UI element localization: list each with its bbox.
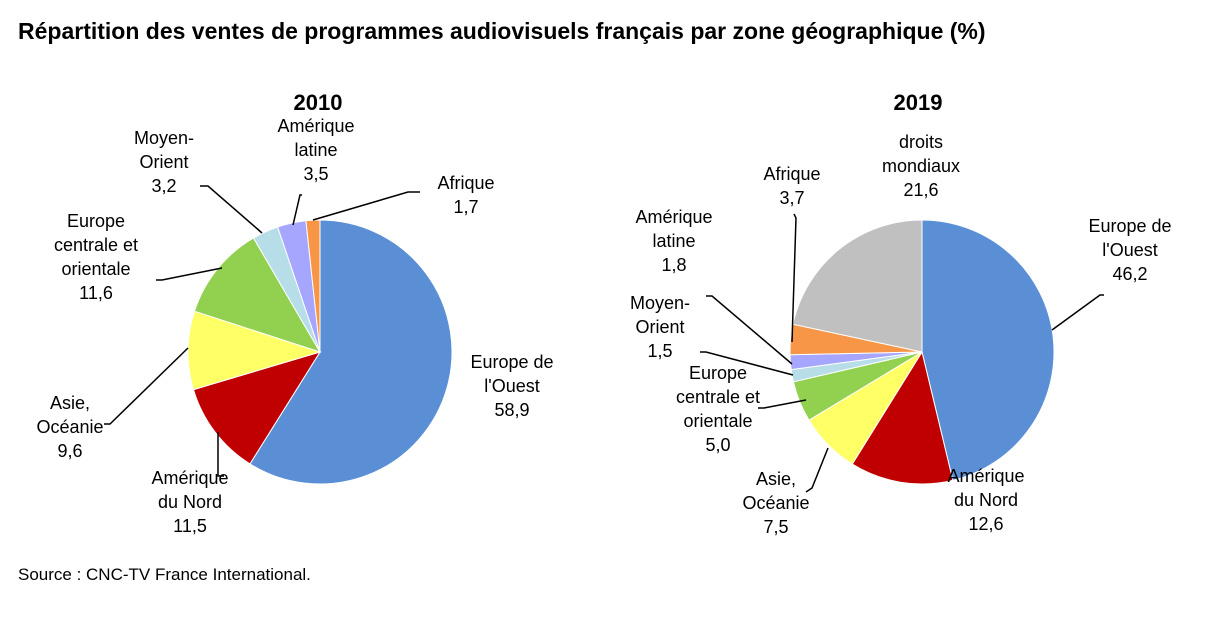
leader-line <box>292 194 302 226</box>
pie-slice-europe-de-l-ouest <box>921 219 1055 481</box>
pie-slice-droits-mondiaux <box>792 219 923 353</box>
data-label: Asie, Océanie 9,6 <box>36 393 103 461</box>
chart-title: 2019 <box>894 90 943 115</box>
pie-chart-2019: 2019 Europe de l'Ouest 46,2 Amérique du Nord 1… <box>630 90 1172 537</box>
data-label: droits mondiaux 21,6 <box>882 132 960 200</box>
data-label: Asie, Océanie 7,5 <box>742 469 809 537</box>
data-label: Moyen-Orient 1,5 <box>630 293 690 361</box>
data-label: Europe centrale et orientale 5,0 <box>676 363 760 455</box>
leader-line <box>758 399 807 409</box>
leader-line <box>1051 294 1104 331</box>
chart-title: 2010 <box>294 90 343 115</box>
leader-line <box>156 267 223 281</box>
pie-slice-amerique-du-nord <box>192 351 322 465</box>
data-label: Amérique du Nord 12,6 <box>947 466 1024 534</box>
data-label: Europe de l'Ouest 58,9 <box>470 352 553 420</box>
leader-line <box>805 447 829 493</box>
leader-line <box>706 295 793 365</box>
data-label: Afrique 3,7 <box>763 164 820 208</box>
leader-line <box>312 191 420 221</box>
data-label: Amérique latine 1,8 <box>635 207 712 275</box>
leader-line <box>104 347 189 425</box>
pie-slice-afrique <box>305 219 321 353</box>
pie-slice-asie-oceanie <box>187 310 322 391</box>
data-label: Afrique 1,7 <box>437 173 494 217</box>
leader-line <box>791 213 797 343</box>
leader-line <box>217 432 224 477</box>
pie-chart-2010: 2010 Europe de l'Ouest 58,9 Amérique du Nord 1… <box>36 90 553 536</box>
page-title: Répartition des ventes de programmes aud… <box>18 18 986 44</box>
pie-slice-amerique-du-nord <box>851 350 954 485</box>
leader-line <box>200 185 263 234</box>
data-label: Moyen-Orient 3,2 <box>134 128 194 196</box>
data-label: Europe centrale et orientale 11,6 <box>54 211 138 303</box>
data-label: Amérique latine 3,5 <box>277 116 354 184</box>
data-label: Europe de l'Ouest 46,2 <box>1088 216 1171 284</box>
leader-line <box>700 351 794 376</box>
pie-slice-europe-de-l-ouest <box>249 219 453 485</box>
data-label: Amérique du Nord 11,5 <box>151 468 228 536</box>
source-note: Source : CNC-TV France International. <box>18 565 311 584</box>
